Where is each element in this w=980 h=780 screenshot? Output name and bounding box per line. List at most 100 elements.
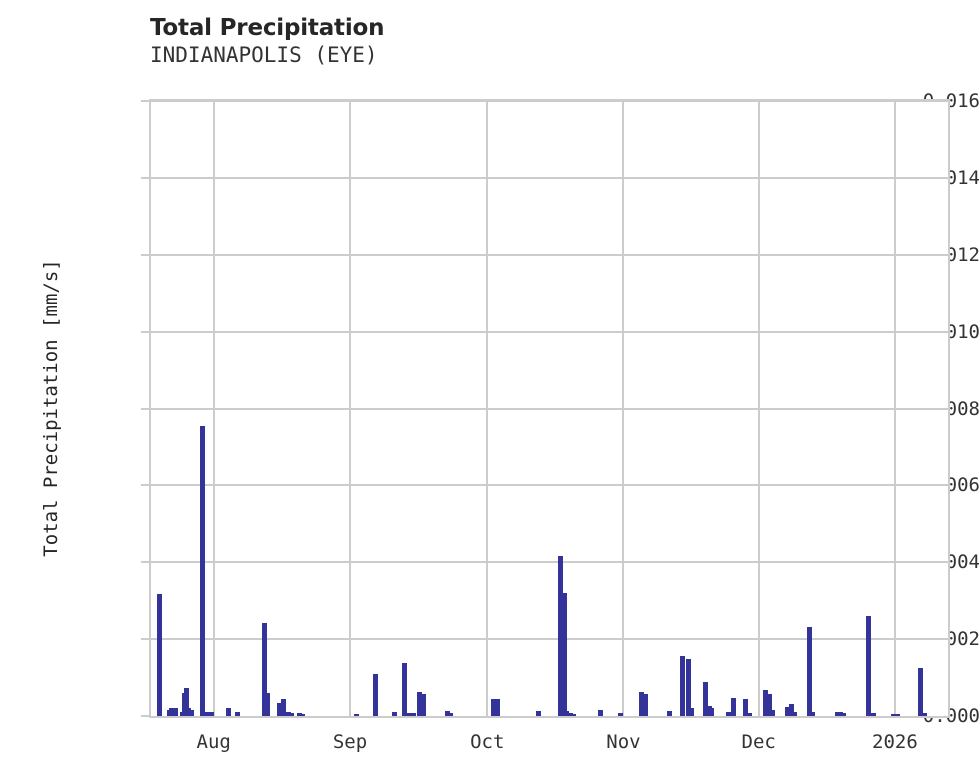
x-tick-label: Dec	[741, 731, 776, 753]
bar	[285, 712, 291, 716]
page-title: Total Precipitation	[150, 15, 385, 41]
y-tick-mark	[141, 253, 149, 256]
bar	[392, 712, 398, 716]
bar	[746, 712, 752, 716]
y-tick-mark	[141, 638, 149, 641]
bar	[762, 689, 768, 716]
bar	[417, 692, 423, 716]
bar	[841, 712, 847, 716]
bar	[571, 714, 577, 716]
chart-subtitle: INDIANAPOLIS (EYE)	[150, 43, 378, 67]
bar	[838, 711, 844, 716]
bar	[561, 593, 567, 716]
bar	[639, 692, 645, 716]
bar	[921, 712, 927, 716]
bar	[421, 693, 427, 716]
bar	[688, 708, 694, 716]
y-tick-mark	[141, 100, 149, 102]
x-tick-label: 2026	[872, 731, 918, 753]
bar	[890, 713, 896, 716]
bar	[708, 707, 714, 716]
bar	[186, 707, 192, 716]
gridline-vertical	[212, 101, 215, 716]
bar	[643, 694, 649, 716]
bar	[568, 712, 574, 716]
bar	[276, 702, 282, 716]
y-tick-mark	[141, 715, 149, 717]
bar	[445, 711, 451, 716]
bar	[789, 704, 795, 716]
y-tick-mark	[141, 484, 149, 487]
bar	[667, 711, 673, 716]
bar	[373, 673, 379, 716]
bar	[598, 709, 604, 716]
bar	[769, 710, 775, 716]
x-tick-label: Oct	[470, 731, 505, 753]
bar	[288, 712, 294, 716]
bar	[184, 687, 190, 716]
gridline-horizontal	[151, 330, 948, 333]
bar	[494, 699, 500, 716]
plot-area	[149, 99, 950, 718]
bar	[894, 714, 900, 716]
gridline-horizontal	[151, 253, 948, 256]
bar	[866, 615, 872, 716]
bar	[618, 712, 624, 716]
bar	[535, 711, 541, 716]
x-tick-label: Nov	[606, 731, 641, 753]
gridline-horizontal	[151, 407, 948, 410]
gridline-vertical	[893, 101, 896, 716]
bar	[870, 712, 876, 716]
plot-inner	[151, 101, 948, 716]
gridline-horizontal	[151, 176, 948, 179]
bar-series	[151, 101, 948, 716]
gridline-horizontal	[151, 101, 948, 102]
bar	[280, 698, 286, 716]
bar	[189, 709, 195, 716]
bar	[679, 656, 685, 716]
bar	[282, 711, 288, 716]
bar	[200, 425, 206, 716]
bar	[835, 712, 841, 716]
bar	[209, 711, 215, 716]
bar	[557, 556, 563, 716]
bar	[157, 593, 163, 716]
bar	[685, 659, 691, 716]
bar	[235, 712, 241, 716]
bar	[354, 714, 360, 716]
bar	[785, 706, 791, 716]
y-tick-mark	[141, 561, 149, 564]
y-tick-mark	[141, 330, 149, 333]
title-block: Total Precipitation INDIANAPOLIS (EYE)	[150, 14, 850, 69]
bar	[490, 699, 496, 716]
y-tick-mark	[141, 407, 149, 410]
y-axis-label: Total Precipitation [mm/s]	[40, 259, 62, 557]
gridline-horizontal	[151, 484, 948, 487]
bar	[564, 711, 570, 716]
gridline-vertical	[486, 101, 489, 716]
gridline-vertical	[622, 101, 625, 716]
bar	[411, 712, 417, 716]
bar	[730, 697, 736, 716]
y-tick-mark	[141, 176, 149, 179]
bar	[226, 707, 232, 716]
bar	[261, 622, 267, 716]
bar	[742, 699, 748, 716]
bar	[296, 713, 302, 716]
bar	[792, 711, 798, 716]
bar	[917, 667, 923, 716]
bar	[407, 712, 413, 716]
bar	[810, 711, 816, 716]
bar	[448, 712, 453, 716]
bar	[173, 707, 179, 716]
bar	[725, 712, 731, 716]
bar	[299, 714, 305, 716]
gridline-vertical	[349, 101, 351, 716]
bar	[402, 662, 408, 716]
bar	[766, 693, 772, 716]
gridline-horizontal	[151, 561, 948, 564]
bar	[169, 708, 175, 716]
x-tick-label: Sep	[332, 731, 368, 753]
x-tick-label: Aug	[196, 731, 231, 753]
